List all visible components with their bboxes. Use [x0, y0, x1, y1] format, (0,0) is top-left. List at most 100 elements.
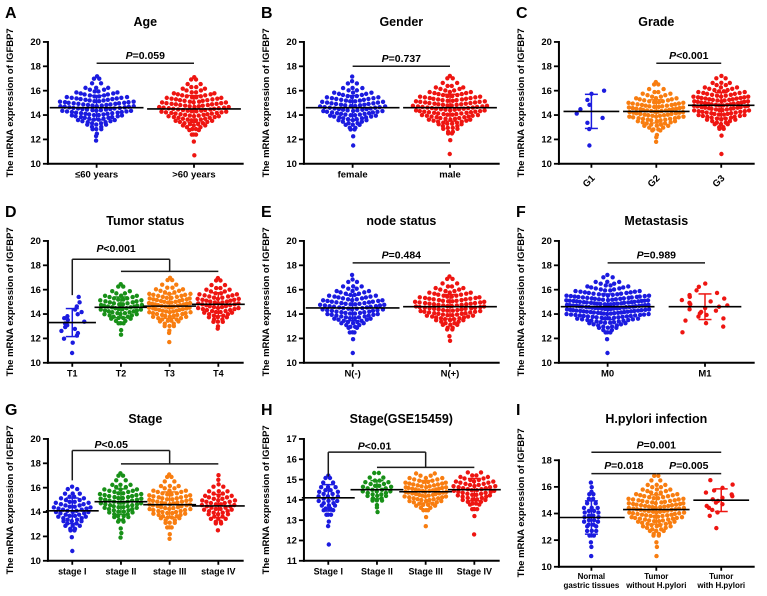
significance-bracket	[71, 258, 219, 295]
p-value-label: P<0.001	[669, 51, 708, 62]
y-tick-label: 14	[542, 309, 553, 320]
p-value-label: P<0.05	[94, 441, 128, 452]
panel-title: Stage(GSE15459)	[349, 412, 452, 426]
x-tick-label: T4	[213, 368, 223, 378]
y-tick-label: 13	[286, 516, 297, 527]
panel-letter: D	[5, 204, 17, 221]
scatter-points	[574, 88, 607, 148]
panel-title: Age	[134, 15, 158, 29]
x-tick-label: M1	[699, 368, 712, 379]
x-tick-label: Stage II	[361, 567, 393, 577]
p-value-label: P=0.484	[381, 250, 420, 261]
y-tick-label: 14	[286, 309, 297, 320]
y-tick-label: 10	[30, 358, 41, 369]
plot-g-stage: G Stage The mRNA expression of IGFBP7 10 12 1…	[5, 402, 245, 577]
x-tick-label: stage IV	[201, 567, 235, 577]
x-tick-label: female	[337, 169, 367, 180]
x-tick-label: Stage IV	[456, 567, 491, 577]
scatter-points	[98, 281, 145, 337]
ticks	[298, 239, 451, 367]
plot-a-age: A Age The mRNA expression of IGFBP7 10 12 14 1…	[5, 5, 244, 180]
p-value-label: P=0.059	[126, 51, 165, 62]
significance-bracket	[327, 451, 474, 477]
x-tick-label: Stage III	[408, 567, 442, 577]
scatter-points	[156, 74, 231, 158]
y-tick-label: 16	[542, 483, 553, 494]
p-value-label: P=0.737	[381, 54, 420, 65]
y-axis-label: The mRNA expression of IGFBP7	[5, 28, 16, 177]
y-tick-label: 16	[30, 285, 41, 296]
panel-title: Grade	[639, 15, 675, 29]
panel-title: Tumor status	[106, 214, 184, 228]
x-tick-label: T1	[67, 368, 77, 378]
y-axis-label: The mRNA expression of IGFBP7	[516, 28, 527, 177]
plot-h-stage-gse15459-: H Stage(GSE15459) The mRNA expression of I…	[261, 402, 501, 577]
y-tick-label: 14	[542, 509, 553, 520]
y-axis-label: The mRNA expression of IGFBP7	[516, 227, 527, 376]
y-axis-label: The mRNA expression of IGFBP7	[261, 28, 272, 177]
y-tick-label: 20	[286, 37, 297, 48]
y-tick-label: 18	[542, 260, 553, 271]
panel-title: Metastasis	[625, 214, 689, 228]
x-tick-label: ≤60 years	[75, 169, 118, 180]
ticks	[42, 41, 195, 168]
axes	[558, 459, 756, 569]
ticks	[298, 438, 475, 566]
scatter-points	[704, 478, 736, 531]
y-tick-label: 10	[30, 556, 41, 567]
y-tick-label: 18	[30, 260, 41, 271]
plot-b-gender: B Gender The mRNA expression of IGFBP7 10 12…	[261, 5, 500, 180]
y-tick-label: 16	[286, 455, 297, 466]
y-tick-label: 16	[542, 285, 553, 296]
y-tick-label: 14	[286, 496, 297, 507]
x-tick-label: G3	[711, 173, 728, 190]
y-tick-label: 18	[286, 62, 297, 73]
scatter-points	[410, 73, 489, 157]
x-tick-label: G1	[581, 173, 598, 190]
scatter-points	[317, 272, 387, 355]
panel-i: I H.pylori infection The mRNA expression o…	[511, 397, 767, 596]
ticks	[554, 41, 723, 168]
ticks	[42, 438, 220, 566]
y-tick-label: 14	[30, 110, 41, 121]
p-value-label: P=0.005	[669, 462, 708, 473]
panel-letter: I	[516, 402, 520, 419]
y-axis-label: The mRNA expression of IGFBP7	[5, 426, 16, 575]
panel-letter: H	[261, 402, 273, 419]
panel-h: H Stage(GSE15459) The mRNA expression of I…	[256, 397, 512, 596]
y-tick-label: 14	[542, 110, 553, 121]
panel-f: F Metastasis The mRNA expression of IGFBP7…	[511, 199, 767, 398]
y-tick-label: 20	[286, 236, 297, 247]
panel-title: Gender	[379, 15, 423, 29]
x-tick-label: with H.pylori	[697, 582, 746, 591]
y-tick-label: 12	[30, 135, 41, 146]
panel-title: H.pylori infection	[606, 412, 708, 426]
axes	[558, 239, 756, 364]
y-axis-label: The mRNA expression of IGFBP7	[5, 227, 16, 376]
y-tick-label: 18	[30, 62, 41, 73]
axes	[46, 438, 244, 563]
axes	[302, 239, 500, 364]
panel-letter: C	[516, 5, 528, 22]
scatter-points	[451, 470, 498, 538]
x-tick-label: male	[439, 169, 461, 180]
panel-title: Stage	[128, 412, 162, 426]
scatter-points	[582, 480, 602, 559]
y-axis-label: The mRNA expression of IGFBP7	[261, 227, 272, 376]
y-tick-label: 18	[30, 459, 41, 470]
panel-d: D Tumor status The mRNA expression of IGFB…	[0, 199, 256, 398]
plot-d-tumor-status: D Tumor status The mRNA expression of IGFB…	[5, 204, 245, 378]
x-tick-label: T3	[164, 368, 174, 378]
x-tick-label: gastric tissues	[564, 582, 620, 591]
x-tick-label: M0	[601, 368, 614, 379]
y-tick-label: 20	[542, 37, 553, 48]
y-tick-label: 12	[542, 135, 553, 146]
panel-letter: B	[261, 5, 273, 22]
p-value-label: P=0.018	[605, 462, 644, 473]
y-tick-label: 18	[542, 62, 553, 73]
y-tick-label: 18	[542, 456, 553, 467]
panel-title: node status	[366, 214, 436, 228]
scatter-points	[57, 74, 136, 143]
x-tick-label: G2	[646, 173, 663, 190]
